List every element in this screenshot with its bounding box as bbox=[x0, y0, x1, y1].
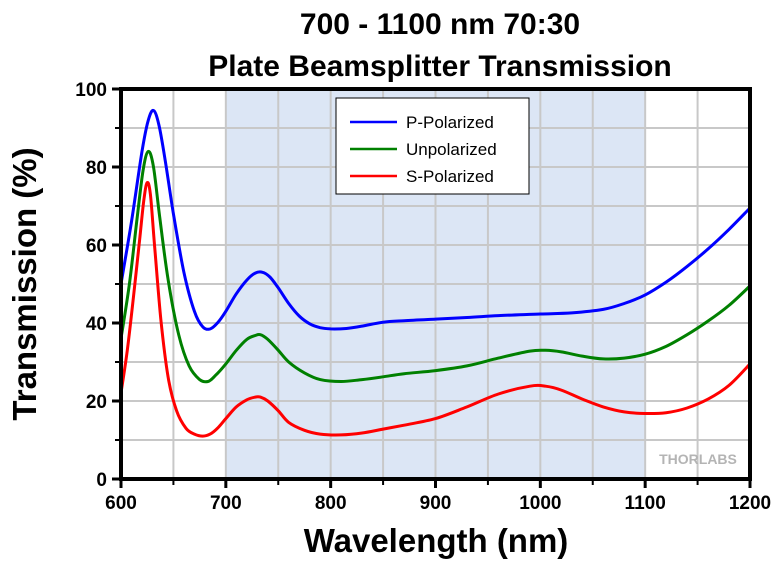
series-lines bbox=[119, 108, 752, 438]
legend-label-unpolarized: Unpolarized bbox=[406, 140, 497, 159]
y-tick-label: 60 bbox=[86, 236, 107, 257]
x-axis-title: Wavelength (nm) bbox=[304, 522, 569, 559]
x-tick-label: 1000 bbox=[519, 493, 561, 514]
x-tick-label: 900 bbox=[420, 493, 452, 514]
y-tick-label: 100 bbox=[75, 80, 107, 101]
legend-label-s-polarized: S-Polarized bbox=[406, 167, 494, 186]
series-line-s-polarized bbox=[119, 181, 752, 438]
series-line-unpolarized bbox=[119, 149, 752, 384]
x-tick-label: 600 bbox=[105, 493, 137, 514]
legend-label-p-polarized: P-Polarized bbox=[406, 113, 494, 132]
y-axis-title: Transmission (%) bbox=[6, 147, 43, 420]
x-tick-label: 700 bbox=[210, 493, 242, 514]
thorlabs-watermark: THORLABS bbox=[659, 451, 737, 467]
x-tick-label: 1200 bbox=[729, 493, 771, 514]
legend-box bbox=[335, 97, 530, 195]
x-tick-label: 800 bbox=[315, 493, 347, 514]
watermark-text: THORLABS bbox=[659, 451, 737, 467]
y-tick-label: 40 bbox=[86, 314, 107, 335]
x-tick-labels: 600 700 800 900 1000 1100 1200 bbox=[105, 493, 771, 514]
legend: P-Polarized Unpolarized S-Polarized bbox=[335, 97, 530, 195]
chart-title-line-1: 700 - 1100 nm 70:30 bbox=[300, 8, 580, 41]
series-line-p-polarized bbox=[119, 108, 752, 331]
y-tick-label: 80 bbox=[86, 158, 107, 179]
y-tick-labels: 0 20 40 60 80 100 bbox=[75, 80, 107, 491]
axis-ticks bbox=[112, 87, 752, 488]
chart-title-line-2: Plate Beamsplitter Transmission bbox=[208, 50, 672, 83]
y-tick-label: 0 bbox=[96, 470, 107, 491]
x-tick-label: 1100 bbox=[625, 493, 666, 514]
y-tick-label: 20 bbox=[86, 392, 107, 413]
